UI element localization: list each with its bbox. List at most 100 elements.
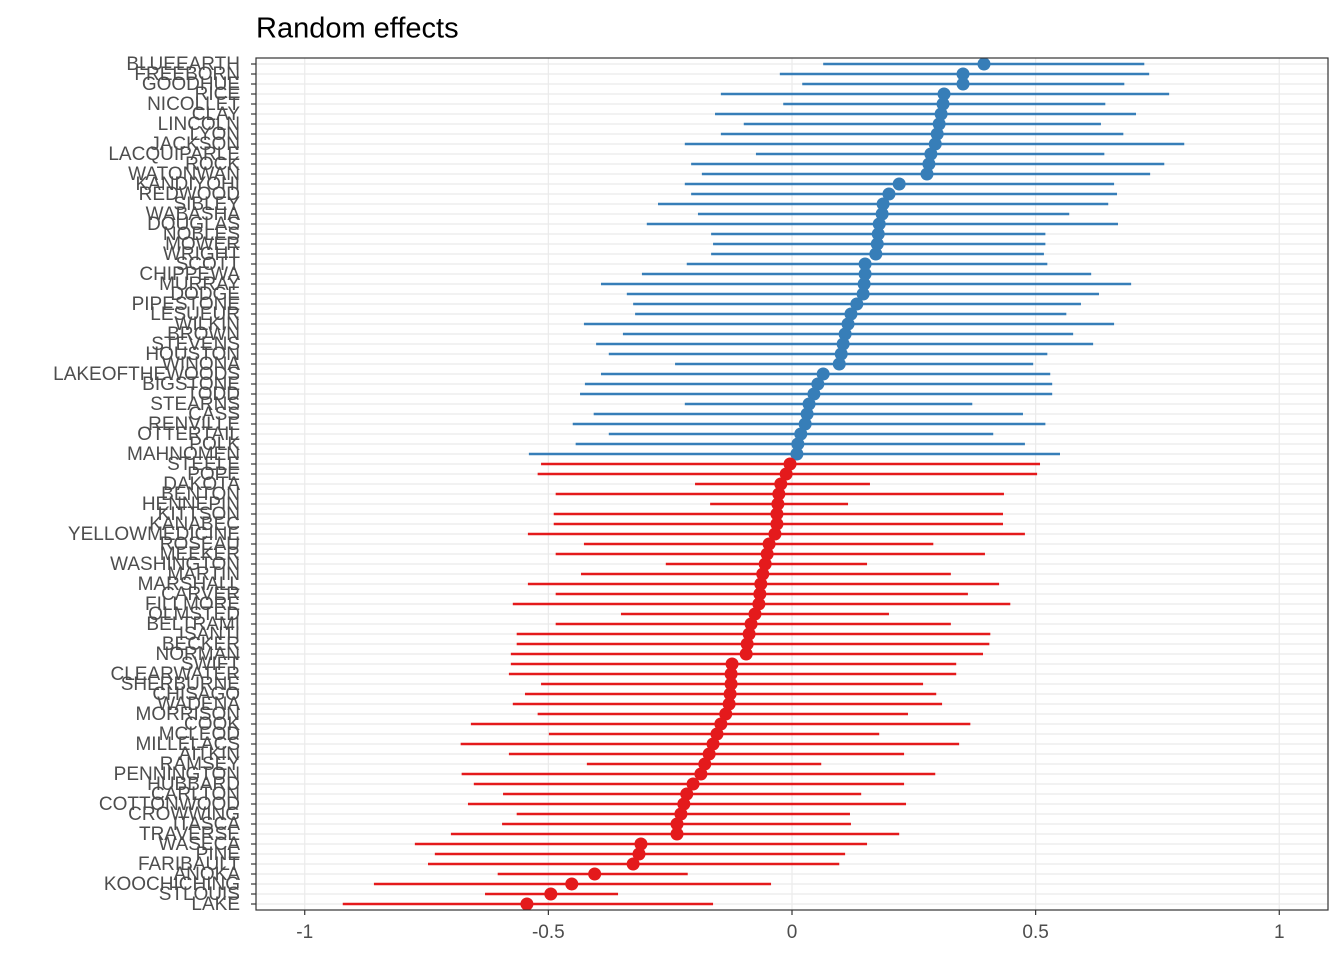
point — [871, 227, 885, 241]
y-tick-label: NICOLLET — [147, 94, 240, 115]
point — [790, 447, 804, 461]
point — [956, 77, 970, 91]
point — [791, 437, 805, 451]
point — [892, 177, 906, 191]
point — [694, 767, 708, 781]
point — [937, 87, 951, 101]
y-tick-label: COTTONWOOD — [99, 794, 240, 815]
point — [841, 317, 855, 331]
point — [752, 597, 766, 611]
y-tick-label: WASECA — [158, 834, 240, 855]
point — [934, 107, 948, 121]
x-tick-label: 0.5 — [1022, 922, 1048, 943]
point — [698, 757, 712, 771]
y-tick-label: LAKE — [191, 894, 240, 915]
x-tick-label: -0.5 — [532, 922, 565, 943]
y-tick-label: PINE — [196, 844, 240, 865]
y-tick-label: LYON — [190, 124, 240, 145]
y-tick-label: MOWER — [165, 234, 240, 255]
y-tick-label: MURRAY — [159, 274, 240, 295]
point — [838, 327, 852, 341]
point — [722, 697, 736, 711]
y-tick-label: LINCOLN — [158, 114, 240, 135]
y-tick-label: SHERBURNE — [121, 674, 240, 695]
point — [626, 857, 640, 871]
axes: -1 -0.5 0 0.5 1BLUEEARTHFREEBORNGOODHUERICEN… — [53, 54, 1284, 943]
y-tick-label: LACQUIPARLE — [108, 144, 240, 165]
y-tick-label: AITKIN — [179, 744, 240, 765]
y-tick-label: WRIGHT — [163, 244, 240, 265]
point — [932, 117, 946, 131]
point — [794, 427, 808, 441]
point — [680, 787, 694, 801]
point — [772, 487, 786, 501]
y-tick-label: ROCK — [185, 154, 240, 175]
point — [771, 497, 785, 511]
y-tick-label: DODGE — [170, 284, 240, 305]
point — [770, 507, 784, 521]
point — [930, 127, 944, 141]
point — [544, 887, 558, 901]
y-tick-label: MILLELACS — [135, 734, 240, 755]
y-tick-label: ANOKA — [173, 864, 240, 885]
point — [928, 137, 942, 151]
point — [588, 867, 602, 881]
y-tick-label: MAHNOMEN — [127, 444, 240, 465]
y-tick-label: BROWN — [167, 324, 240, 345]
y-tick-label: BELTRAMI — [146, 614, 240, 635]
y-tick-label: CHIPPEWA — [139, 264, 240, 285]
y-tick-label: FILLMORE — [145, 594, 240, 615]
y-tick-label: RENVILLE — [148, 414, 240, 435]
y-tick-label: YELLOWMEDICINE — [68, 524, 240, 545]
point — [710, 727, 724, 741]
point — [740, 637, 754, 651]
point — [724, 667, 738, 681]
point — [706, 737, 720, 751]
y-tick-label: COOK — [184, 714, 240, 735]
y-tick-label: KITTSON — [158, 504, 240, 525]
y-tick-label: PIPESTONE — [132, 294, 240, 315]
y-tick-label: CARLTON — [151, 784, 240, 805]
y-tick-label: KOOCHICHING — [104, 874, 240, 895]
point — [956, 67, 970, 81]
point — [811, 377, 825, 391]
point — [798, 417, 812, 431]
point — [922, 157, 936, 171]
point — [632, 847, 646, 861]
point — [779, 467, 793, 481]
y-tick-label: NOBLES — [163, 224, 240, 245]
y-tick-label: KANABEC — [149, 514, 240, 535]
point — [724, 677, 738, 691]
point — [677, 797, 691, 811]
y-tick-label: JACKSON — [150, 134, 240, 155]
y-tick-label: ROSEAU — [160, 534, 240, 555]
y-tick-label: STEARNS — [150, 394, 240, 415]
point — [758, 557, 772, 571]
y-tick-label: LAKEOFTHEWOODS — [53, 364, 240, 385]
y-tick-label: NORMAN — [156, 644, 240, 665]
y-tick-label: DAKOTA — [163, 474, 240, 495]
y-tick-label: STEVENS — [151, 334, 240, 355]
point — [834, 347, 848, 361]
point — [857, 277, 871, 291]
y-tick-label: WILKIN — [175, 314, 240, 335]
y-tick-label: WINONA — [162, 354, 240, 375]
y-tick-label: ITASCA — [173, 814, 241, 835]
y-tick-label: LESUEUR — [150, 304, 240, 325]
y-tick-label: GOODHUE — [142, 74, 240, 95]
y-tick-label: FARIBAULT — [138, 854, 240, 875]
point — [844, 307, 858, 321]
y-tick-label: REDWOOD — [139, 184, 240, 205]
point — [520, 897, 534, 911]
y-tick-label: FREEBORN — [134, 64, 240, 85]
point — [744, 617, 758, 631]
point — [674, 807, 688, 821]
y-tick-label: BECKER — [162, 634, 240, 655]
point — [753, 587, 767, 601]
point — [802, 397, 816, 411]
y-tick-label: PENNINGTON — [114, 764, 240, 785]
y-tick-label: SIBLEY — [173, 194, 240, 215]
y-tick-label: POPE — [187, 464, 240, 485]
